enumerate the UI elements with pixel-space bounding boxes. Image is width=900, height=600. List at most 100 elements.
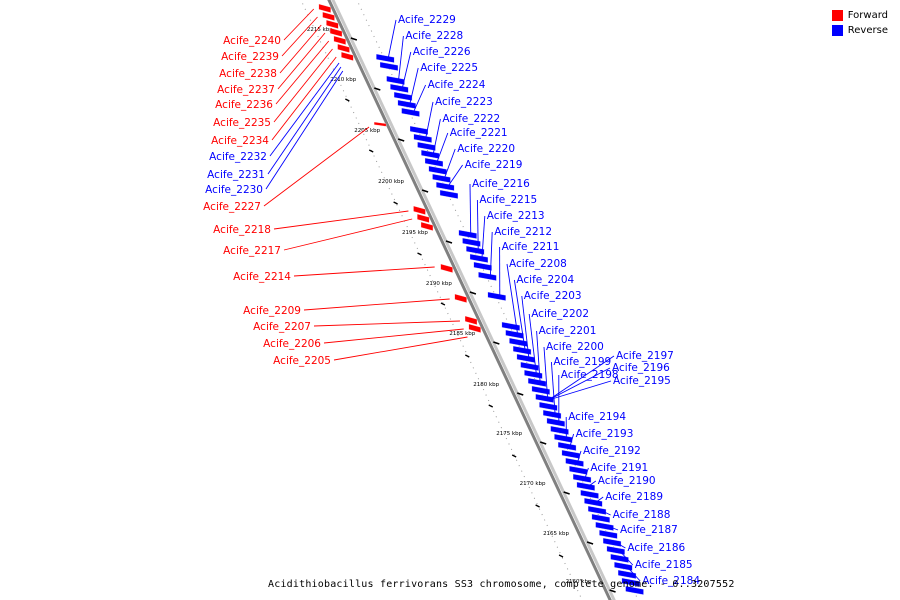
- reverse-gene-block: [376, 53, 395, 63]
- label-connector: [548, 380, 612, 401]
- reverse-gene-block: [393, 91, 413, 101]
- legend-label-forward: Forward: [847, 10, 888, 21]
- forward-gene-block: [440, 263, 453, 273]
- label-connector: [283, 8, 315, 41]
- gene-label-left: Acife_2230: [205, 184, 263, 196]
- gene-label-right: Acife_2198: [561, 369, 619, 381]
- label-connector: [293, 266, 435, 277]
- reverse-gene-block: [473, 261, 492, 271]
- gene-label-left: Acife_2217: [223, 245, 281, 257]
- reverse-gene-block: [580, 489, 599, 499]
- reverse-gene-block: [550, 425, 569, 435]
- gene-label-far-right: Acife_2197: [616, 350, 674, 362]
- reverse-gene-block: [469, 253, 489, 263]
- gene-label-left: Acife_2236: [215, 99, 273, 111]
- forward-gene-block: [464, 315, 478, 325]
- forward-gene-block: [322, 11, 335, 21]
- reverse-gene-block: [466, 245, 485, 255]
- label-connector: [618, 549, 634, 566]
- reverse-gene-block: [576, 481, 595, 491]
- gene-label-right: Acife_2215: [479, 194, 537, 206]
- label-connector: [447, 164, 463, 187]
- label-connector: [277, 32, 326, 90]
- tick-label: 2185 kbp: [449, 331, 475, 337]
- gene-label-right: Acife_2219: [465, 159, 523, 171]
- tick-mark: [586, 541, 594, 545]
- tick-label: 2205 kbp: [354, 128, 380, 134]
- gene-label-left: Acife_2232: [209, 151, 267, 163]
- guide-dash: [488, 404, 494, 408]
- forward-gene-block: [337, 43, 350, 53]
- gene-label-right: Acife_2185: [635, 559, 693, 571]
- forward-gene-block: [341, 51, 354, 61]
- gene-label-right: Acife_2221: [450, 127, 508, 139]
- forward-gene-block: [417, 213, 430, 223]
- tick-label: 2175 kbp: [496, 431, 522, 437]
- label-connector: [588, 480, 597, 487]
- label-connector: [543, 346, 549, 399]
- forward-gene-block: [420, 221, 434, 231]
- gene-label-right: Acife_2200: [546, 341, 604, 353]
- gene-label-right: Acife_2191: [590, 462, 648, 474]
- gene-label-left: Acife_2227: [203, 201, 261, 213]
- label-connector: [599, 509, 611, 516]
- label-connector: [263, 126, 370, 207]
- reverse-gene-block: [599, 529, 618, 539]
- legend-label-reverse: Reverse: [847, 25, 888, 36]
- gene-label-far-right: Acife_2196: [612, 362, 670, 374]
- reverse-gene-block: [462, 237, 481, 247]
- reverse-gene-block: [487, 291, 506, 301]
- reverse-gene-block: [531, 385, 550, 395]
- reverse-gene-block: [621, 577, 640, 587]
- tick-label: 2170 kbp: [520, 481, 546, 487]
- reverse-gene-block: [591, 513, 610, 523]
- label-connector: [528, 313, 537, 375]
- label-connector: [401, 51, 412, 89]
- gene-label-left: Acife_2239: [221, 51, 279, 63]
- reverse-gene-block: [413, 133, 432, 143]
- gene-label-right: Acife_2184: [642, 575, 700, 587]
- label-connector: [333, 336, 468, 361]
- tick-label: 2200 kbp: [378, 179, 404, 185]
- gene-label-right: Acife_2226: [413, 46, 471, 58]
- tick-mark: [445, 240, 453, 244]
- reverse-gene-block: [565, 457, 584, 467]
- gene-label-left: Acife_2218: [213, 224, 271, 236]
- gene-label-right: Acife_2187: [620, 524, 678, 536]
- tick-mark: [493, 341, 500, 345]
- tick-mark: [539, 441, 547, 445]
- tick-mark: [421, 189, 429, 193]
- gene-label-right: Acife_2203: [524, 290, 582, 302]
- label-connector: [303, 298, 450, 311]
- gene-label-left: Acife_2237: [217, 84, 275, 96]
- reverse-gene-block: [527, 377, 547, 387]
- reverse-gene-block: [520, 361, 539, 371]
- gene-label-right: Acife_2189: [605, 491, 663, 503]
- reverse-gene-block: [557, 441, 577, 451]
- guide-dash: [345, 98, 350, 102]
- gene-label-right: Acife_2211: [502, 241, 560, 253]
- forward-gene-block: [326, 19, 339, 29]
- legend-item-reverse: Reverse: [831, 23, 888, 38]
- label-connector: [413, 84, 427, 113]
- reverse-gene-block: [625, 585, 644, 595]
- reverse-gene-block: [561, 449, 580, 459]
- label-connector: [409, 67, 419, 105]
- guide-dash: [368, 149, 374, 153]
- gene-label-left: Acife_2238: [219, 68, 277, 80]
- label-connector: [476, 199, 479, 251]
- label-connector: [387, 19, 397, 59]
- label-connector: [489, 231, 493, 277]
- label-connector: [432, 118, 441, 155]
- label-connector: [569, 433, 575, 447]
- forward-gene-block: [468, 323, 481, 333]
- gene-label-right: Acife_2229: [398, 14, 456, 26]
- label-connector: [275, 40, 330, 105]
- gene-label-right: Acife_2216: [472, 178, 530, 190]
- guide-dash: [511, 454, 517, 458]
- guide-dash: [393, 201, 398, 205]
- label-connector: [281, 16, 318, 57]
- forward-gene-block: [329, 27, 343, 37]
- tick-mark: [350, 37, 358, 41]
